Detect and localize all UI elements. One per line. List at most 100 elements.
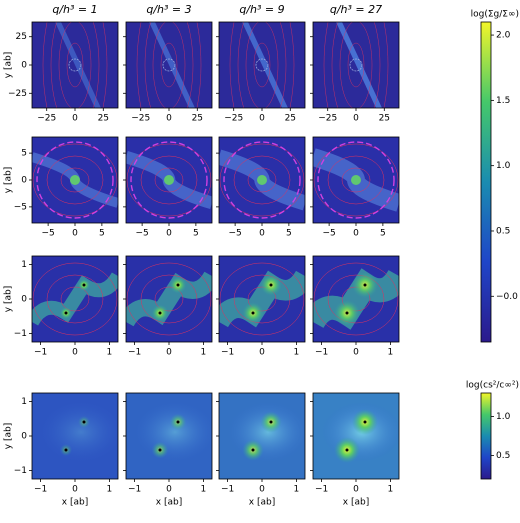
x-tick-label: 25 <box>98 114 109 124</box>
x-tick-label: −1 <box>221 348 234 358</box>
image <box>82 283 86 287</box>
x-tick-label: 0 <box>166 114 172 124</box>
image <box>41 402 118 462</box>
y-tick-label: 0 <box>21 176 27 186</box>
streamline <box>154 286 184 312</box>
image <box>255 58 269 72</box>
x-tick-label: 25 <box>379 114 390 124</box>
image <box>64 311 68 315</box>
column-title: q/h³ = 27 <box>330 3 382 16</box>
image <box>242 22 288 108</box>
streamline <box>253 42 271 88</box>
image <box>363 283 367 287</box>
column-title: q/h³ = 9 <box>239 3 284 16</box>
y-tick-label: 25 <box>16 32 27 42</box>
streamline <box>229 22 295 108</box>
y-tick-label: −1 <box>14 466 27 476</box>
x-tick-label: −5 <box>322 229 335 239</box>
x-tick-label: −25 <box>318 114 337 124</box>
streamline <box>327 274 385 324</box>
x-tick-label: 1 <box>201 348 207 358</box>
image <box>36 141 114 219</box>
image <box>336 22 382 108</box>
image <box>130 141 208 219</box>
streamline <box>58 22 92 108</box>
colorbar <box>480 21 492 343</box>
colorbar-label: log(Σg/Σ∞) <box>471 10 519 20</box>
colorbar-tick-label: 1.5 <box>496 96 510 106</box>
image <box>126 271 212 327</box>
panel <box>126 137 212 223</box>
y-axis-label: y [ab] <box>4 167 14 193</box>
y-axis-label: y [ab] <box>4 52 14 78</box>
x-tick-label: 25 <box>192 114 203 124</box>
image <box>32 272 118 326</box>
x-tick-label: 0 <box>353 114 359 124</box>
panel <box>313 22 399 108</box>
streamline <box>313 262 399 336</box>
y-tick-label: 1 <box>21 397 27 407</box>
panel <box>32 22 118 108</box>
x-tick-label: 0 <box>353 348 359 358</box>
image <box>313 268 399 330</box>
x-tick-label: 0 <box>166 485 172 495</box>
streamline <box>233 155 291 205</box>
image <box>176 420 180 424</box>
streamline <box>66 42 84 88</box>
streamline <box>245 22 279 108</box>
colorbar-tick-label: 0.5 <box>496 226 510 236</box>
colorbar <box>480 392 492 480</box>
panel <box>219 256 305 342</box>
x-tick-label: 1 <box>294 485 300 495</box>
y-tick-label: 5 <box>21 149 27 159</box>
x-tick-label: 0 <box>259 348 265 358</box>
x-tick-label: 5 <box>193 229 199 239</box>
image <box>351 175 361 185</box>
image <box>363 420 367 424</box>
x-axis-label: x [ab] <box>62 498 88 508</box>
image <box>345 448 349 452</box>
y-tick-label: 0 <box>21 432 27 442</box>
streamline <box>144 22 194 108</box>
image <box>257 175 267 185</box>
panel <box>313 137 399 223</box>
x-tick-label: −25 <box>37 114 56 124</box>
panel <box>219 393 305 479</box>
x-tick-label: 0 <box>72 348 78 358</box>
image <box>223 141 301 219</box>
panel <box>126 256 212 342</box>
streamline <box>323 22 389 108</box>
x-tick-label: 1 <box>107 485 113 495</box>
x-tick-label: 5 <box>380 229 386 239</box>
image <box>158 311 162 315</box>
panel <box>32 137 118 223</box>
image <box>176 283 180 287</box>
streamline <box>152 22 186 108</box>
image <box>345 311 349 315</box>
x-tick-label: 5 <box>286 229 292 239</box>
image <box>269 420 273 424</box>
colorbar-tick-label: 0.5 <box>496 451 510 461</box>
y-axis-label: y [ab] <box>4 423 14 449</box>
panel <box>126 22 212 108</box>
x-tick-label: 0 <box>353 229 359 239</box>
streamline <box>140 155 198 205</box>
streamline <box>42 22 108 108</box>
x-tick-label: 1 <box>294 348 300 358</box>
streamline <box>347 42 365 88</box>
streamline <box>60 286 90 312</box>
image <box>219 270 305 328</box>
image <box>251 311 255 315</box>
y-tick-label: 1 <box>21 260 27 270</box>
streamline <box>46 274 104 324</box>
image <box>269 283 273 287</box>
x-tick-label: −25 <box>224 114 243 124</box>
image <box>68 58 82 72</box>
y-axis-label: y [ab] <box>4 286 14 312</box>
x-tick-label: −1 <box>128 348 141 358</box>
streamline <box>219 262 305 336</box>
streamline <box>140 274 198 324</box>
x-tick-label: 0 <box>72 229 78 239</box>
panel <box>32 393 118 479</box>
